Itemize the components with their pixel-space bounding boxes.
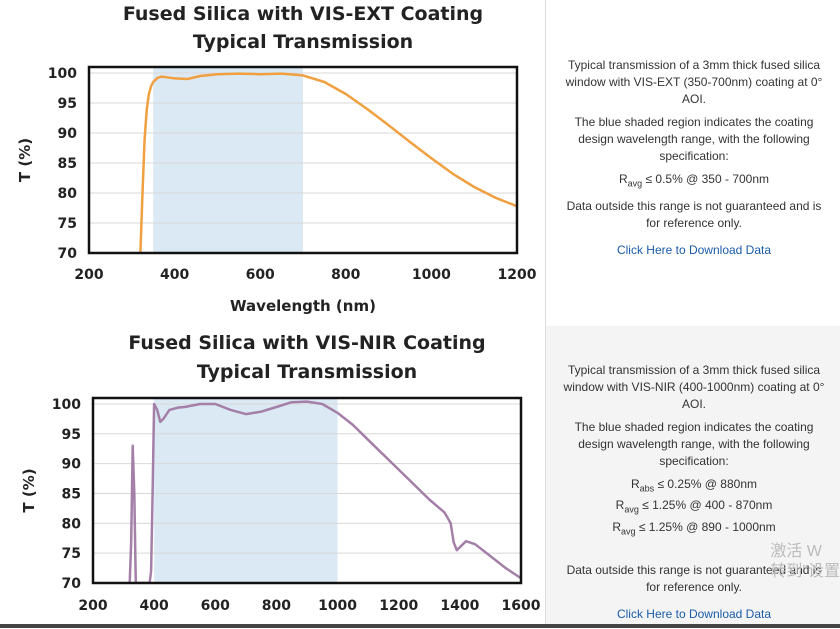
x-tick-label: 1400 bbox=[440, 598, 479, 614]
chart-subtitle: Typical Transmission bbox=[197, 361, 417, 383]
spec-value: ≤ 1.25% @ 400 - 870nm bbox=[638, 498, 773, 513]
x-tick-label: 800 bbox=[331, 267, 360, 283]
x-tick-label: 1000 bbox=[318, 598, 357, 614]
plot-frame bbox=[87, 65, 519, 255]
spec-symbol: R bbox=[612, 519, 621, 534]
spec-value: ≤ 0.5% @ 350 - 700nm bbox=[642, 172, 770, 186]
y-tick-label: 70 bbox=[58, 246, 78, 262]
y-tick-label: 100 bbox=[52, 397, 81, 413]
spec-line: Rabs ≤ 0.25% @ 880nm bbox=[558, 476, 830, 497]
watermark-line: 转到"设置 bbox=[770, 563, 840, 580]
vis-nir-chart: Fused Silica with VIS-NIR Coating Typical… bbox=[20, 332, 541, 614]
download-data-link[interactable]: Click Here to Download Data bbox=[616, 607, 772, 622]
x-tick-label: 200 bbox=[74, 267, 103, 283]
spec-subscript: avg bbox=[624, 504, 639, 515]
y-tick-label: 75 bbox=[62, 546, 81, 562]
chart-row-vis-nir: Fused Silica with VIS-NIR Coating Typical… bbox=[0, 326, 840, 625]
y-tick-label: 80 bbox=[62, 516, 82, 532]
series-line bbox=[128, 400, 521, 583]
spec-list: Rabs ≤ 0.25% @ 880nm Ravg ≤ 1.25% @ 400 -… bbox=[558, 476, 830, 540]
coating-range-shading bbox=[153, 67, 303, 253]
disclaimer: Data outside this range is not guarantee… bbox=[566, 563, 822, 595]
coating-range-shading bbox=[154, 398, 338, 583]
x-tick-label: 1200 bbox=[379, 598, 418, 614]
y-tick-label: 95 bbox=[58, 96, 77, 112]
spec-line: Ravg ≤ 0.5% @ 350 - 700nm bbox=[558, 171, 830, 192]
y-tick-label: 85 bbox=[58, 156, 77, 172]
x-tick-label: 400 bbox=[140, 598, 169, 614]
y-tick-label: 75 bbox=[58, 216, 77, 232]
chart-cell: Fused Silica with VIS-NIR Coating Typical… bbox=[0, 326, 546, 624]
x-tick-label: 400 bbox=[160, 267, 189, 283]
spec-subscript: avg bbox=[620, 526, 636, 537]
spec-value: ≤ 0.25% @ 880nm bbox=[654, 477, 758, 491]
y-tick-label: 70 bbox=[62, 576, 82, 592]
x-tick-label: 600 bbox=[246, 267, 275, 283]
download-data-link[interactable]: Click Here to Download Data bbox=[616, 243, 772, 258]
spec-list: Ravg ≤ 0.5% @ 350 - 700nm bbox=[558, 171, 830, 192]
spec-subscript: avg bbox=[627, 178, 643, 189]
description-cell: Typical transmission of a 3mm thick fuse… bbox=[546, 0, 840, 326]
description-cell: Typical transmission of a 3mm thick fuse… bbox=[546, 326, 840, 624]
y-tick-label: 90 bbox=[58, 126, 78, 142]
y-axis-label: T (%) bbox=[20, 468, 38, 512]
description-paragraph: The blue shaded region indicates the coa… bbox=[574, 420, 814, 468]
y-tick-label: 100 bbox=[48, 66, 77, 82]
spec-symbol: R bbox=[615, 498, 625, 513]
y-tick-label: 95 bbox=[62, 427, 81, 443]
x-tick-label: 1600 bbox=[502, 598, 541, 614]
vis-ext-description: Typical transmission of a 3mm thick fuse… bbox=[558, 57, 830, 265]
chart-subtitle: Typical Transmission bbox=[193, 31, 413, 53]
os-activation-watermark: 激活 W 转到"设置 bbox=[770, 542, 840, 582]
vis-ext-chart: Fused Silica with VIS-EXT Coating Typical… bbox=[16, 3, 537, 315]
description-paragraph: The blue shaded region indicates the coa… bbox=[574, 115, 814, 163]
spec-line: Ravg ≤ 1.25% @ 400 - 870nm bbox=[558, 497, 830, 518]
spec-symbol: R bbox=[630, 477, 640, 491]
y-tick-label: 90 bbox=[62, 457, 82, 473]
chart-cell: Fused Silica with VIS-EXT Coating Typical… bbox=[0, 0, 546, 326]
spec-subscript: abs bbox=[639, 483, 655, 494]
chart-title: Fused Silica with VIS-EXT Coating bbox=[123, 3, 483, 25]
bottom-bar bbox=[0, 624, 840, 628]
x-tick-label: 1000 bbox=[412, 267, 451, 283]
spec-value: ≤ 1.25% @ 890 - 1000nm bbox=[635, 519, 776, 534]
chart-title: Fused Silica with VIS-NIR Coating bbox=[128, 332, 485, 354]
chart-row-vis-ext: Fused Silica with VIS-EXT Coating Typical… bbox=[0, 0, 840, 327]
x-tick-label: 800 bbox=[262, 598, 291, 614]
y-axis-label: T (%) bbox=[16, 138, 34, 182]
y-tick-label: 85 bbox=[62, 486, 81, 502]
x-axis-label: Wavelength (nm) bbox=[230, 297, 376, 315]
description-paragraph: Typical transmission of a 3mm thick fuse… bbox=[563, 363, 825, 411]
watermark-line: 激活 W bbox=[770, 543, 822, 560]
x-tick-label: 1200 bbox=[498, 267, 537, 283]
spec-line: Ravg ≤ 1.25% @ 890 - 1000nm bbox=[558, 519, 830, 540]
spec-symbol: R bbox=[618, 172, 628, 186]
description-paragraph: Typical transmission of a 3mm thick fuse… bbox=[565, 58, 823, 106]
plot-frame bbox=[91, 396, 523, 585]
x-tick-label: 600 bbox=[201, 598, 230, 614]
series-line bbox=[139, 72, 517, 253]
disclaimer: Data outside this range is not guarantee… bbox=[566, 199, 822, 231]
y-tick-label: 80 bbox=[58, 186, 78, 202]
x-tick-label: 200 bbox=[78, 598, 107, 614]
vis-nir-description: Typical transmission of a 3mm thick fuse… bbox=[558, 362, 830, 629]
